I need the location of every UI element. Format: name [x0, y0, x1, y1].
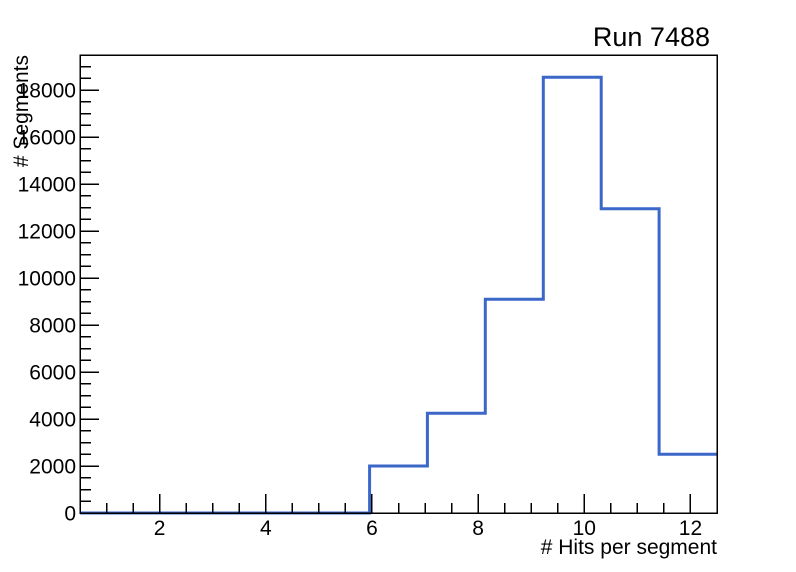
x-tick-label: 10: [573, 517, 596, 540]
y-tick-label: 16000: [18, 127, 76, 150]
y-tick-label: 12000: [18, 221, 76, 244]
x-tick-label: 2: [154, 517, 166, 540]
chart-title: Run 7488: [593, 22, 710, 52]
plot-frame: [79, 54, 718, 514]
x-tick-label: 4: [260, 517, 272, 540]
y-tick-label: 2000: [29, 456, 76, 479]
y-tick-label: 8000: [29, 315, 76, 338]
y-axis-title: # Segments: [10, 55, 33, 167]
x-tick-label: 6: [366, 517, 378, 540]
histogram-series: [80, 75, 717, 515]
x-tick-label: 12: [679, 517, 702, 540]
y-tick-label: 6000: [29, 362, 76, 385]
y-tick-label: 18000: [18, 80, 76, 103]
y-tick-label: 14000: [18, 174, 76, 197]
x-axis-title: # Hits per segment: [541, 536, 717, 559]
tick-labels: 2 4 6 8 10 12 0 2000 4000 6000 8000 10000 12000 14000…: [18, 80, 703, 540]
axes: [79, 54, 718, 514]
histogram-step-line: [80, 75, 717, 515]
y-tick-label: 10000: [18, 268, 76, 291]
x-tick-label: 8: [472, 517, 484, 540]
y-tick-label: 0: [64, 503, 76, 526]
y-tick-label: 4000: [29, 409, 76, 432]
